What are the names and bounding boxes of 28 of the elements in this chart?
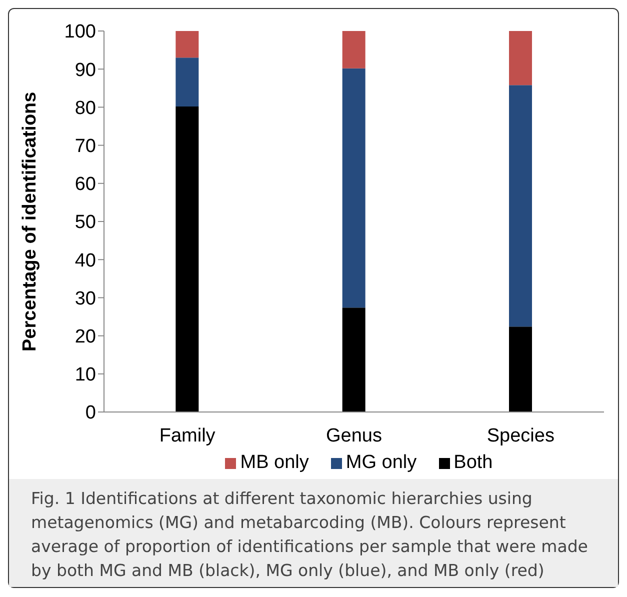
bar [342,31,366,68]
x-tick-label: Family [159,425,216,446]
y-tick-label: 80 [74,98,96,119]
x-tick-label: Genus [326,425,382,446]
y-tick-label: 10 [74,364,96,386]
legend-label: Both [452,452,493,474]
bar [509,326,532,412]
y-tick-label: 0 [85,402,96,424]
y-tick-label: 70 [74,136,96,158]
y-tick-label: 40 [74,250,96,272]
y-tick-label: 60 [74,174,96,196]
bar [176,58,199,106]
bar [342,308,366,412]
legend-label: MB only [239,452,309,474]
y-tick-label: 20 [74,326,96,348]
x-tick-label: Species [486,425,554,446]
legend-label: MG only [344,452,417,474]
bar [509,85,532,327]
y-tick-label: 30 [74,288,96,310]
bar [342,68,366,308]
y-tick-label: 100 [64,22,96,43]
bar [509,31,532,86]
y-axis-title: Percentage of identifications [20,92,41,352]
y-tick-label: 50 [74,212,96,234]
bar [176,106,199,412]
y-tick-label: 90 [74,60,96,81]
bar [176,31,199,58]
caption: Fig. 1 Identifications at different taxonomic hierarchies using metagenomics (MG) and metabarcoding (MB). Colours represent average of proportion of identifications per sample that were made by both MG and MB (black), MG only (blue), and MB only (red) [9,479,618,587]
